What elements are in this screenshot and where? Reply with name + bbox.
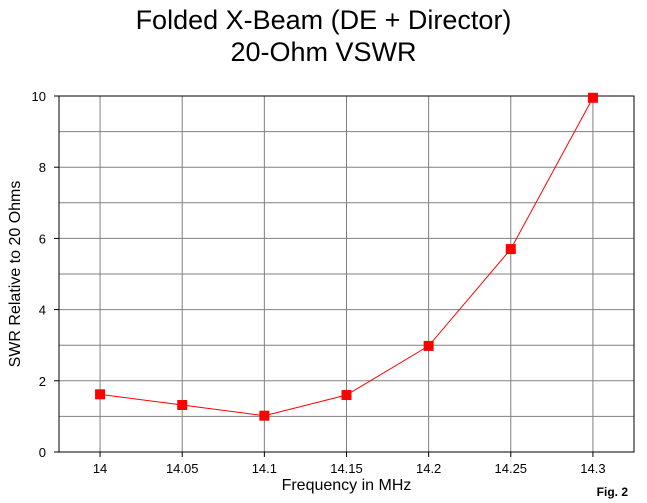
data-point [587,92,598,103]
figure-label: Fig. 2 [597,485,629,499]
x-tick-label: 14.2 [416,461,441,476]
y-axis-label: SWR Relative to 20 Ohms [7,181,24,368]
data-point [95,389,106,400]
plot-frame [58,95,635,453]
data-point [259,410,270,421]
y-tick-label: 10 [32,89,46,104]
x-tick-label: 14.05 [166,461,199,476]
x-tick-label: 14.3 [580,461,605,476]
y-tick-label: 4 [39,303,46,318]
grid-lines [54,95,634,457]
data-point [505,244,516,255]
y-tick-label: 0 [39,445,46,460]
x-axis-label: Frequency in MHz [282,477,412,494]
x-tick-label: 14 [93,461,107,476]
chart-title: Folded X-Beam (DE + Director) [135,5,512,35]
x-tick-label: 14.25 [495,461,528,476]
y-tick-label: 6 [39,231,46,246]
data-point [341,390,352,401]
x-tick-label: 14.15 [330,461,363,476]
data-point [177,400,188,411]
data-point [423,340,434,351]
x-tick-labels: 14 14.05 14.1 14.15 14.2 14.25 14.3 [93,461,606,476]
chart-subtitle: 20-Ohm VSWR [230,37,417,67]
y-tick-label: 2 [39,374,46,389]
y-tick-label: 8 [39,160,46,175]
data-series [95,92,598,421]
x-tick-label: 14.1 [252,461,277,476]
y-tick-labels: 0 2 4 6 8 10 [32,89,46,460]
